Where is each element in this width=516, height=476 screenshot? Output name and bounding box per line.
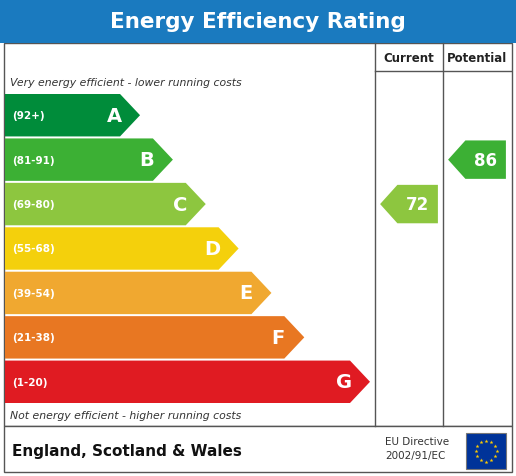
Text: (21-38): (21-38) — [12, 333, 55, 343]
Text: Potential: Potential — [447, 51, 507, 64]
Text: EU Directive
2002/91/EC: EU Directive 2002/91/EC — [385, 436, 449, 460]
Polygon shape — [5, 228, 238, 270]
Bar — [4, 44, 512, 426]
Polygon shape — [5, 361, 370, 403]
Bar — [0, 0, 516, 44]
Polygon shape — [5, 183, 206, 226]
Polygon shape — [5, 272, 271, 315]
Text: Current: Current — [383, 51, 434, 64]
Text: C: C — [172, 195, 187, 214]
Text: Not energy efficient - higher running costs: Not energy efficient - higher running co… — [10, 410, 241, 420]
Text: G: G — [336, 373, 352, 391]
Text: (55-68): (55-68) — [12, 244, 55, 254]
Bar — [4, 426, 512, 472]
Text: (92+): (92+) — [12, 111, 44, 121]
Text: (39-54): (39-54) — [12, 288, 55, 298]
Bar — [466, 433, 506, 469]
Text: (69-80): (69-80) — [12, 199, 55, 209]
Polygon shape — [5, 139, 173, 181]
Text: Energy Efficiency Rating: Energy Efficiency Rating — [110, 12, 406, 32]
Text: F: F — [272, 328, 285, 347]
Polygon shape — [5, 317, 304, 359]
Text: 72: 72 — [406, 196, 429, 214]
Text: B: B — [139, 151, 154, 170]
Text: A: A — [106, 107, 122, 126]
Polygon shape — [448, 141, 506, 179]
Text: 86: 86 — [474, 151, 497, 169]
Text: (81-91): (81-91) — [12, 155, 55, 165]
Polygon shape — [380, 186, 438, 224]
Polygon shape — [5, 95, 140, 137]
Text: (1-20): (1-20) — [12, 377, 47, 387]
Text: D: D — [204, 239, 221, 258]
Text: Very energy efficient - lower running costs: Very energy efficient - lower running co… — [10, 78, 241, 88]
Text: England, Scotland & Wales: England, Scotland & Wales — [12, 444, 242, 458]
Text: E: E — [239, 284, 252, 303]
